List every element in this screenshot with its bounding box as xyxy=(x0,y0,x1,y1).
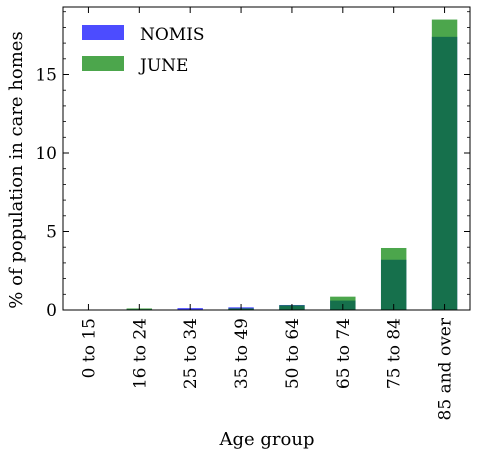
legend-label-nomis: NOMIS xyxy=(140,25,205,45)
y-axis-title: % of population in care homes xyxy=(6,31,27,308)
ticks-layer: 0 5 10 15 0 to 15 16 to 24 25 to 34 35 to 49 50 … xyxy=(35,7,470,420)
bar-june-6 xyxy=(380,247,407,310)
bar-june-7 xyxy=(431,19,458,311)
y-tick-label: 5 xyxy=(46,223,57,243)
x-tick-label: 85 and over xyxy=(436,317,456,420)
x-tick-label: 65 to 74 xyxy=(334,318,354,389)
x-tick-label: 50 to 64 xyxy=(283,318,303,389)
legend-swatch-nomis xyxy=(82,25,124,40)
x-axis-title: Age group xyxy=(219,429,315,450)
y-tick-label: 10 xyxy=(35,144,57,164)
x-tick-label: 0 to 15 xyxy=(79,318,99,378)
legend-swatch-june xyxy=(82,56,124,71)
legend-label-june: JUNE xyxy=(138,56,188,76)
x-tick-label: 25 to 34 xyxy=(181,318,201,389)
axes-layer xyxy=(62,6,471,311)
bars-layer xyxy=(75,19,458,311)
x-tick-label: 75 to 84 xyxy=(385,318,405,389)
x-tick-label: 16 to 24 xyxy=(130,318,150,389)
x-tick-label: 35 to 49 xyxy=(232,318,252,389)
bar-june-5 xyxy=(330,296,356,310)
plot-frame xyxy=(62,6,471,311)
y-tick-label: 15 xyxy=(35,66,57,86)
legend: NOMIS JUNE xyxy=(82,25,205,76)
y-tick-label: 0 xyxy=(46,301,57,321)
